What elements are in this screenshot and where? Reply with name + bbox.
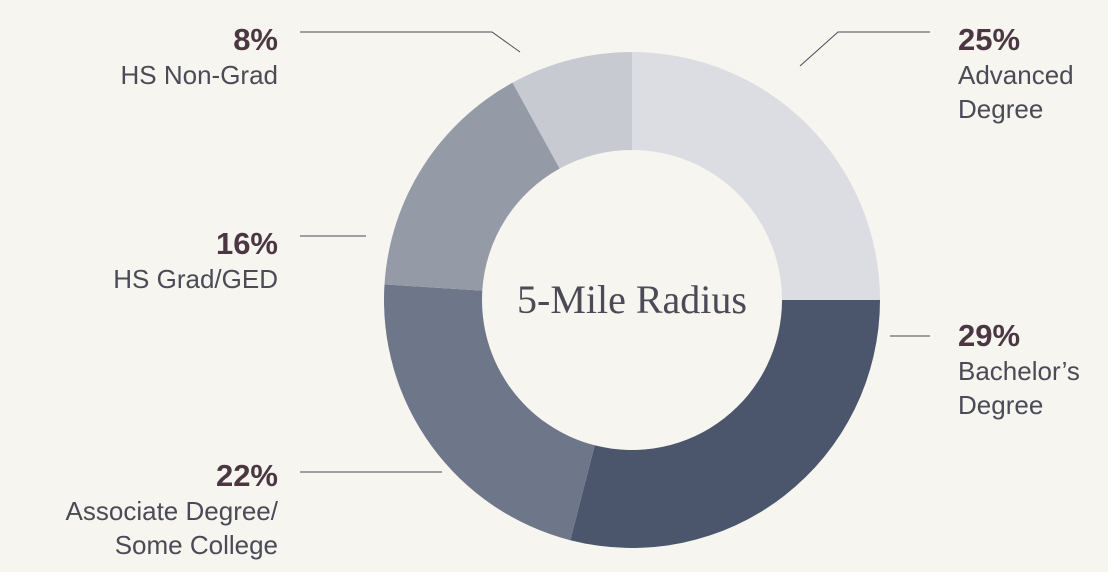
leader-line [300,31,521,53]
percent-label: 8% [233,22,278,57]
slice-label: 8% HS Non-Grad [0,22,279,92]
category-label: Associate Degree/ Some College [65,496,278,560]
slice [632,52,880,300]
slice-label: 29% Bachelor’s Degree [958,318,1108,422]
slice-label: 25% Advanced Degree [958,22,1108,126]
slice-label: 22% Associate Degree/ Some College [0,458,278,562]
percent-label: 22% [215,458,278,493]
category-label: Advanced Degree [958,60,1074,124]
percent-label: 25% [958,22,1021,57]
slice-label: 16% HS Grad/GED [0,226,278,296]
category-label: HS Grad/GED [113,264,278,294]
slice [384,284,595,541]
center-label: 5-Mile Radius [517,277,747,322]
donut [384,52,881,548]
category-label: Bachelor’s Degree [958,356,1080,420]
slice [570,300,881,548]
percent-label: 16% [215,226,278,261]
leader-line [799,31,930,67]
percent-label: 29% [958,318,1021,353]
category-label: HS Non-Grad [120,60,279,90]
slice [384,82,560,291]
leader-lines [300,31,930,473]
slice [512,52,632,169]
